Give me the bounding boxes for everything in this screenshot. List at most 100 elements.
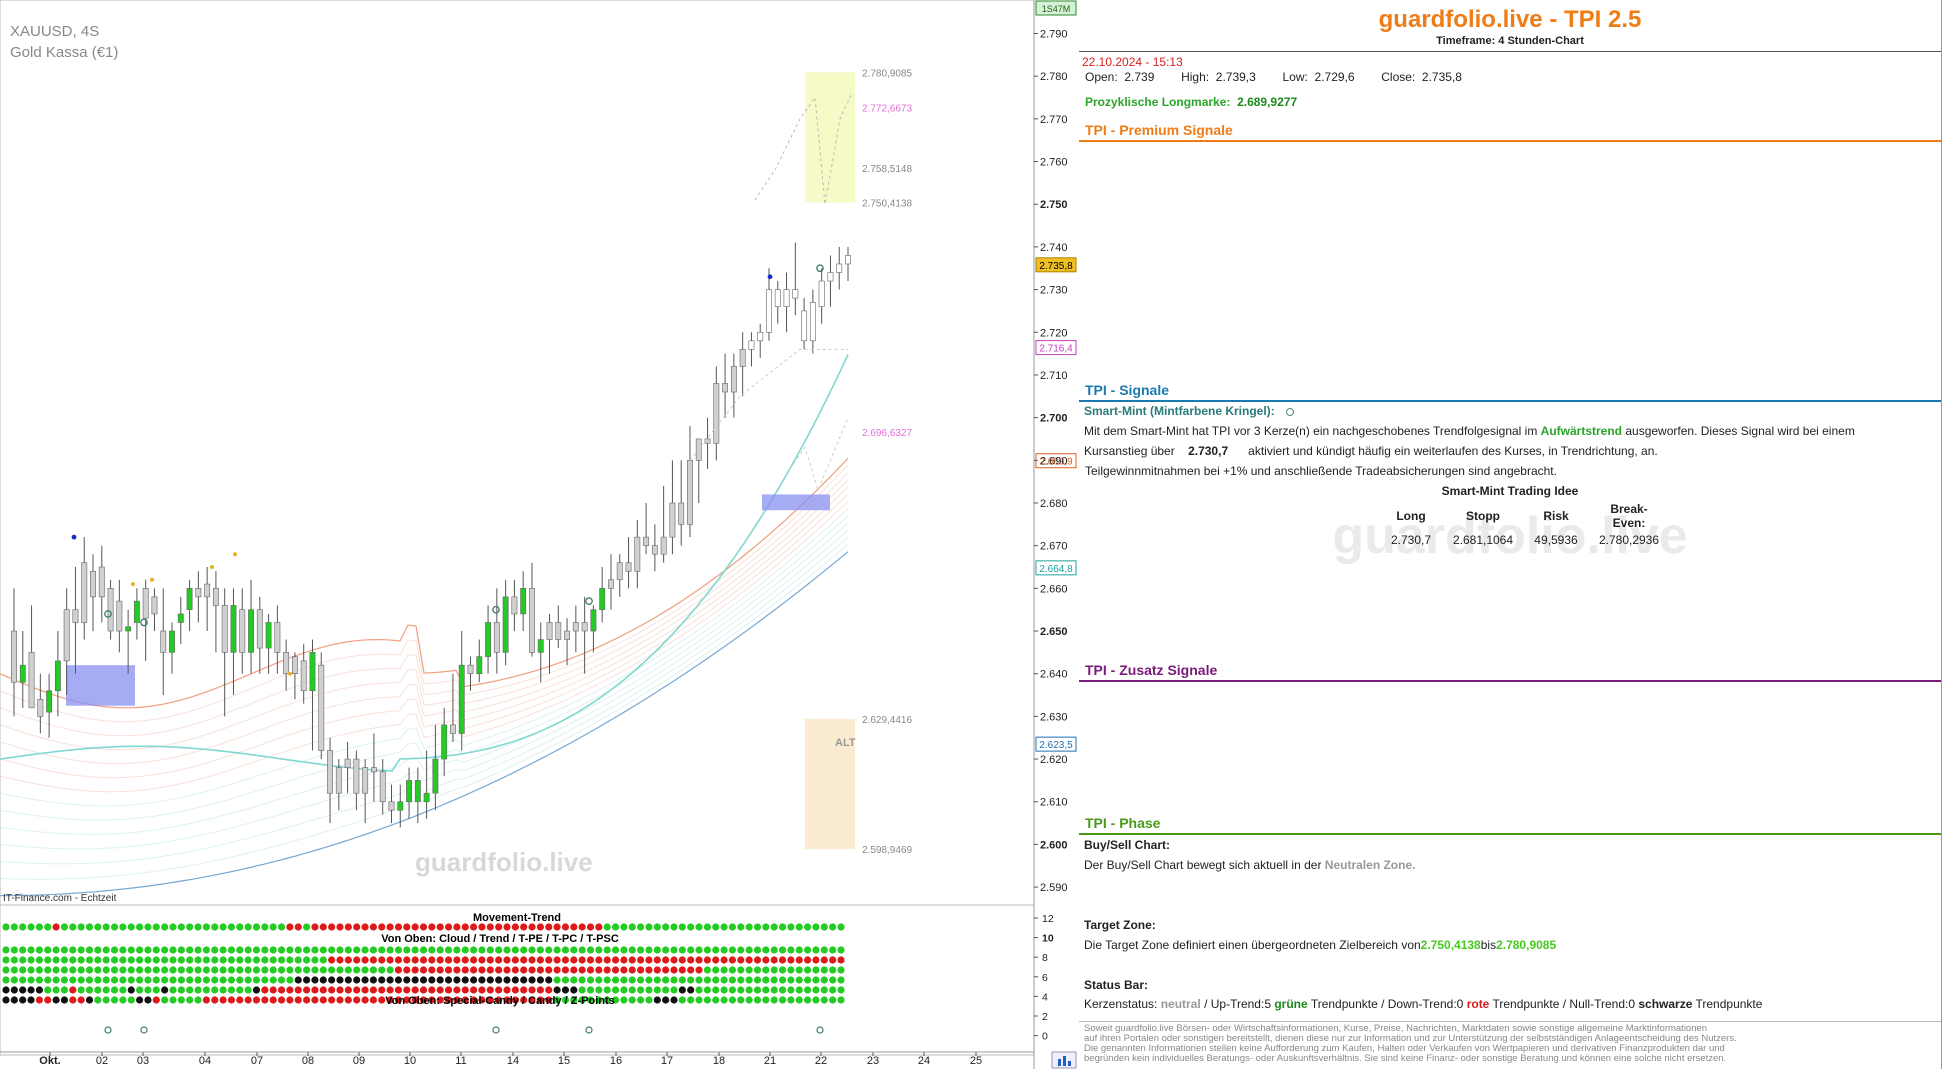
trend-dot bbox=[720, 966, 728, 974]
trend-dot bbox=[503, 986, 511, 994]
trend-dot bbox=[436, 956, 444, 964]
trend-dot bbox=[319, 946, 327, 954]
trend-dot bbox=[778, 946, 787, 954]
trend-dot bbox=[161, 986, 169, 994]
trend-dot bbox=[687, 976, 695, 984]
candle-body bbox=[177, 613, 184, 623]
section-zusatz: TPI - Zusatz Signale bbox=[1085, 662, 1218, 678]
status-a: Kerzenstatus: bbox=[1084, 997, 1158, 1011]
trend-dot bbox=[269, 946, 277, 954]
trend-dot bbox=[269, 986, 277, 994]
price-tag-label: 2.716,4 bbox=[1039, 344, 1073, 355]
candle bbox=[309, 639, 316, 751]
status-c: Trendpunkte / Down-Trend:0 bbox=[1310, 997, 1464, 1011]
candle-body bbox=[511, 596, 518, 615]
candle-body bbox=[757, 331, 764, 342]
trend-dot bbox=[804, 923, 812, 931]
trend-dot bbox=[52, 996, 60, 1004]
trend-dot bbox=[728, 956, 737, 964]
candle bbox=[11, 588, 17, 717]
trend-dot bbox=[369, 956, 377, 964]
trend-dot bbox=[536, 986, 545, 994]
candy-dot bbox=[131, 582, 135, 587]
trend-dot bbox=[662, 956, 670, 964]
trend-dot bbox=[545, 996, 553, 1004]
candle bbox=[195, 571, 202, 623]
trend-dot bbox=[620, 976, 628, 984]
trend-dot bbox=[261, 986, 269, 994]
trend-dot bbox=[628, 946, 636, 954]
z-point-circle bbox=[816, 1026, 824, 1034]
trend-dot bbox=[328, 956, 336, 964]
candle-body bbox=[204, 583, 211, 598]
trend-dot bbox=[670, 986, 678, 994]
trend-dot bbox=[303, 996, 311, 1004]
trend-dot bbox=[411, 956, 419, 964]
settings-icon[interactable] bbox=[1051, 1051, 1077, 1069]
trend-dot bbox=[720, 986, 728, 994]
trend-dot bbox=[645, 946, 653, 954]
ohlc-row: Open: 2.739 High: 2.739,3 Low: 2.729,6 C… bbox=[1085, 70, 1462, 84]
trend-dot bbox=[611, 966, 620, 974]
trend-dot bbox=[211, 956, 219, 964]
trend-dot bbox=[536, 996, 545, 1004]
trend-dot bbox=[186, 996, 194, 1004]
price-chart[interactable]: 2.780,9085 2.772,6673 2.758,5148 2.750,4138… bbox=[0, 0, 1078, 1069]
trend-dot bbox=[695, 956, 703, 964]
x-tick-label: 03 bbox=[137, 1055, 149, 1067]
candle bbox=[774, 281, 781, 324]
trend-dot bbox=[611, 986, 620, 994]
candle bbox=[151, 588, 158, 632]
candle-body bbox=[63, 609, 70, 662]
trend-dot bbox=[252, 996, 261, 1004]
trend-dot bbox=[102, 956, 110, 964]
trend-dot bbox=[653, 956, 661, 964]
trend-dot bbox=[553, 956, 561, 964]
candle-body bbox=[441, 724, 448, 760]
trend-dot bbox=[712, 946, 720, 954]
candy-dot bbox=[288, 671, 292, 676]
trend-dot bbox=[687, 996, 695, 1004]
trend-dot bbox=[687, 956, 695, 964]
trend-dot bbox=[678, 946, 686, 954]
candle-body bbox=[818, 280, 825, 307]
trend-dot bbox=[645, 986, 653, 994]
trend-dot bbox=[286, 996, 294, 1004]
trend-dot bbox=[386, 946, 394, 954]
trend-dot bbox=[737, 956, 745, 964]
trend-dot bbox=[44, 986, 52, 994]
trend-dot bbox=[511, 976, 519, 984]
trend-dot bbox=[461, 946, 469, 954]
status-black: schwarze bbox=[1638, 997, 1693, 1011]
trend-dot bbox=[19, 966, 27, 974]
trend-dot bbox=[695, 996, 703, 1004]
candle-body bbox=[792, 289, 799, 299]
y-tick-label: 2.790 bbox=[1040, 29, 1068, 41]
level-label: 2.758,5148 bbox=[862, 164, 912, 175]
trend-dot bbox=[52, 986, 60, 994]
trend-dot bbox=[787, 923, 795, 931]
trend-dot bbox=[520, 956, 528, 964]
cloud-line bbox=[0, 515, 849, 821]
trend-dot bbox=[19, 956, 27, 964]
trend-dot bbox=[403, 966, 411, 974]
trend-dot bbox=[44, 956, 52, 964]
trend-dot bbox=[536, 966, 545, 974]
trend-dot bbox=[110, 996, 119, 1004]
trend-dot bbox=[712, 956, 720, 964]
trend-dot bbox=[778, 956, 787, 964]
high-value: 2.739,3 bbox=[1215, 70, 1256, 84]
trend-dot bbox=[161, 996, 169, 1004]
status-neutral: neutral bbox=[1160, 997, 1201, 1011]
candle bbox=[476, 639, 483, 683]
trend-dot bbox=[495, 976, 503, 984]
candle-body bbox=[774, 289, 781, 307]
trend-dot bbox=[545, 976, 553, 984]
trend-dot bbox=[102, 986, 110, 994]
candle-body bbox=[406, 780, 412, 803]
trend-dot bbox=[127, 956, 135, 964]
trend-dot bbox=[603, 976, 611, 984]
candle bbox=[414, 767, 421, 824]
td-long: 2.730,7 bbox=[1390, 533, 1432, 547]
price-tag-label: 2.689,9 bbox=[1039, 457, 1073, 468]
